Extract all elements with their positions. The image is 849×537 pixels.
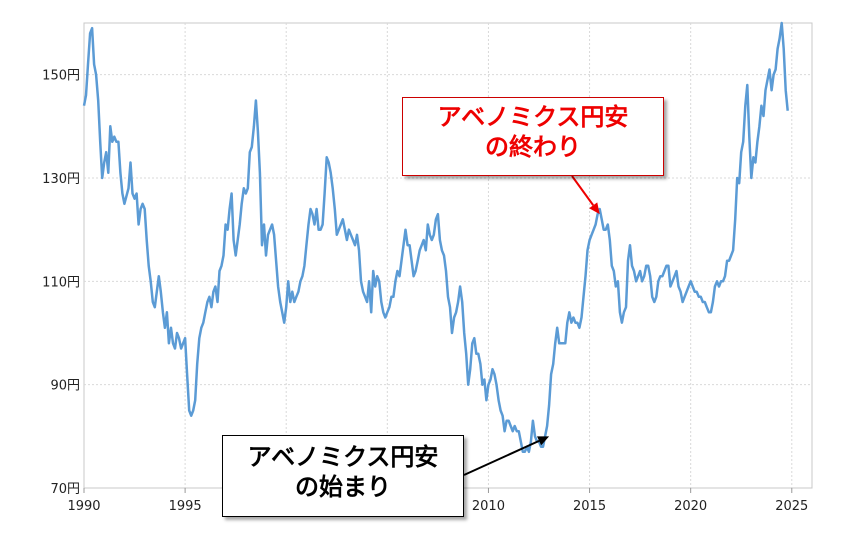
annotation-end-line1: アベノミクス円安 (437, 103, 629, 131)
annotation-arrow-line (571, 175, 595, 206)
y-tick-label: 70円 (50, 482, 80, 497)
annotation-start-line1: アベノミクス円安 (247, 443, 439, 471)
y-tick-label: 90円 (50, 379, 80, 394)
annotation-start-line2: の始まり (295, 473, 391, 501)
y-tick-label: 130円 (42, 172, 80, 187)
x-tick-label: 2015 (573, 499, 606, 514)
x-tick-label: 2020 (674, 499, 707, 514)
annotation-end: アベノミクス円安 の終わり (402, 97, 664, 176)
annotation-arrow-line (463, 439, 540, 476)
x-tick-label: 2010 (472, 499, 505, 514)
annotation-arrow-head (537, 436, 550, 446)
series-line (82, 21, 789, 454)
y-axis: 70円 90円 110円 130円 150円 (42, 69, 80, 497)
x-tick-label: 1990 (67, 499, 100, 514)
x-tick-label: 2025 (775, 499, 808, 514)
y-tick-label: 110円 (42, 275, 80, 290)
annotation-end-line2: の終わり (485, 133, 581, 161)
plot-area (83, 22, 813, 489)
y-tick-label: 150円 (42, 69, 80, 84)
annotation-arrows (463, 175, 600, 476)
annotation-start: アベノミクス円安 の始まり (222, 435, 464, 517)
x-tick-label: 1995 (169, 499, 202, 514)
annotation-arrow-head (589, 202, 600, 215)
